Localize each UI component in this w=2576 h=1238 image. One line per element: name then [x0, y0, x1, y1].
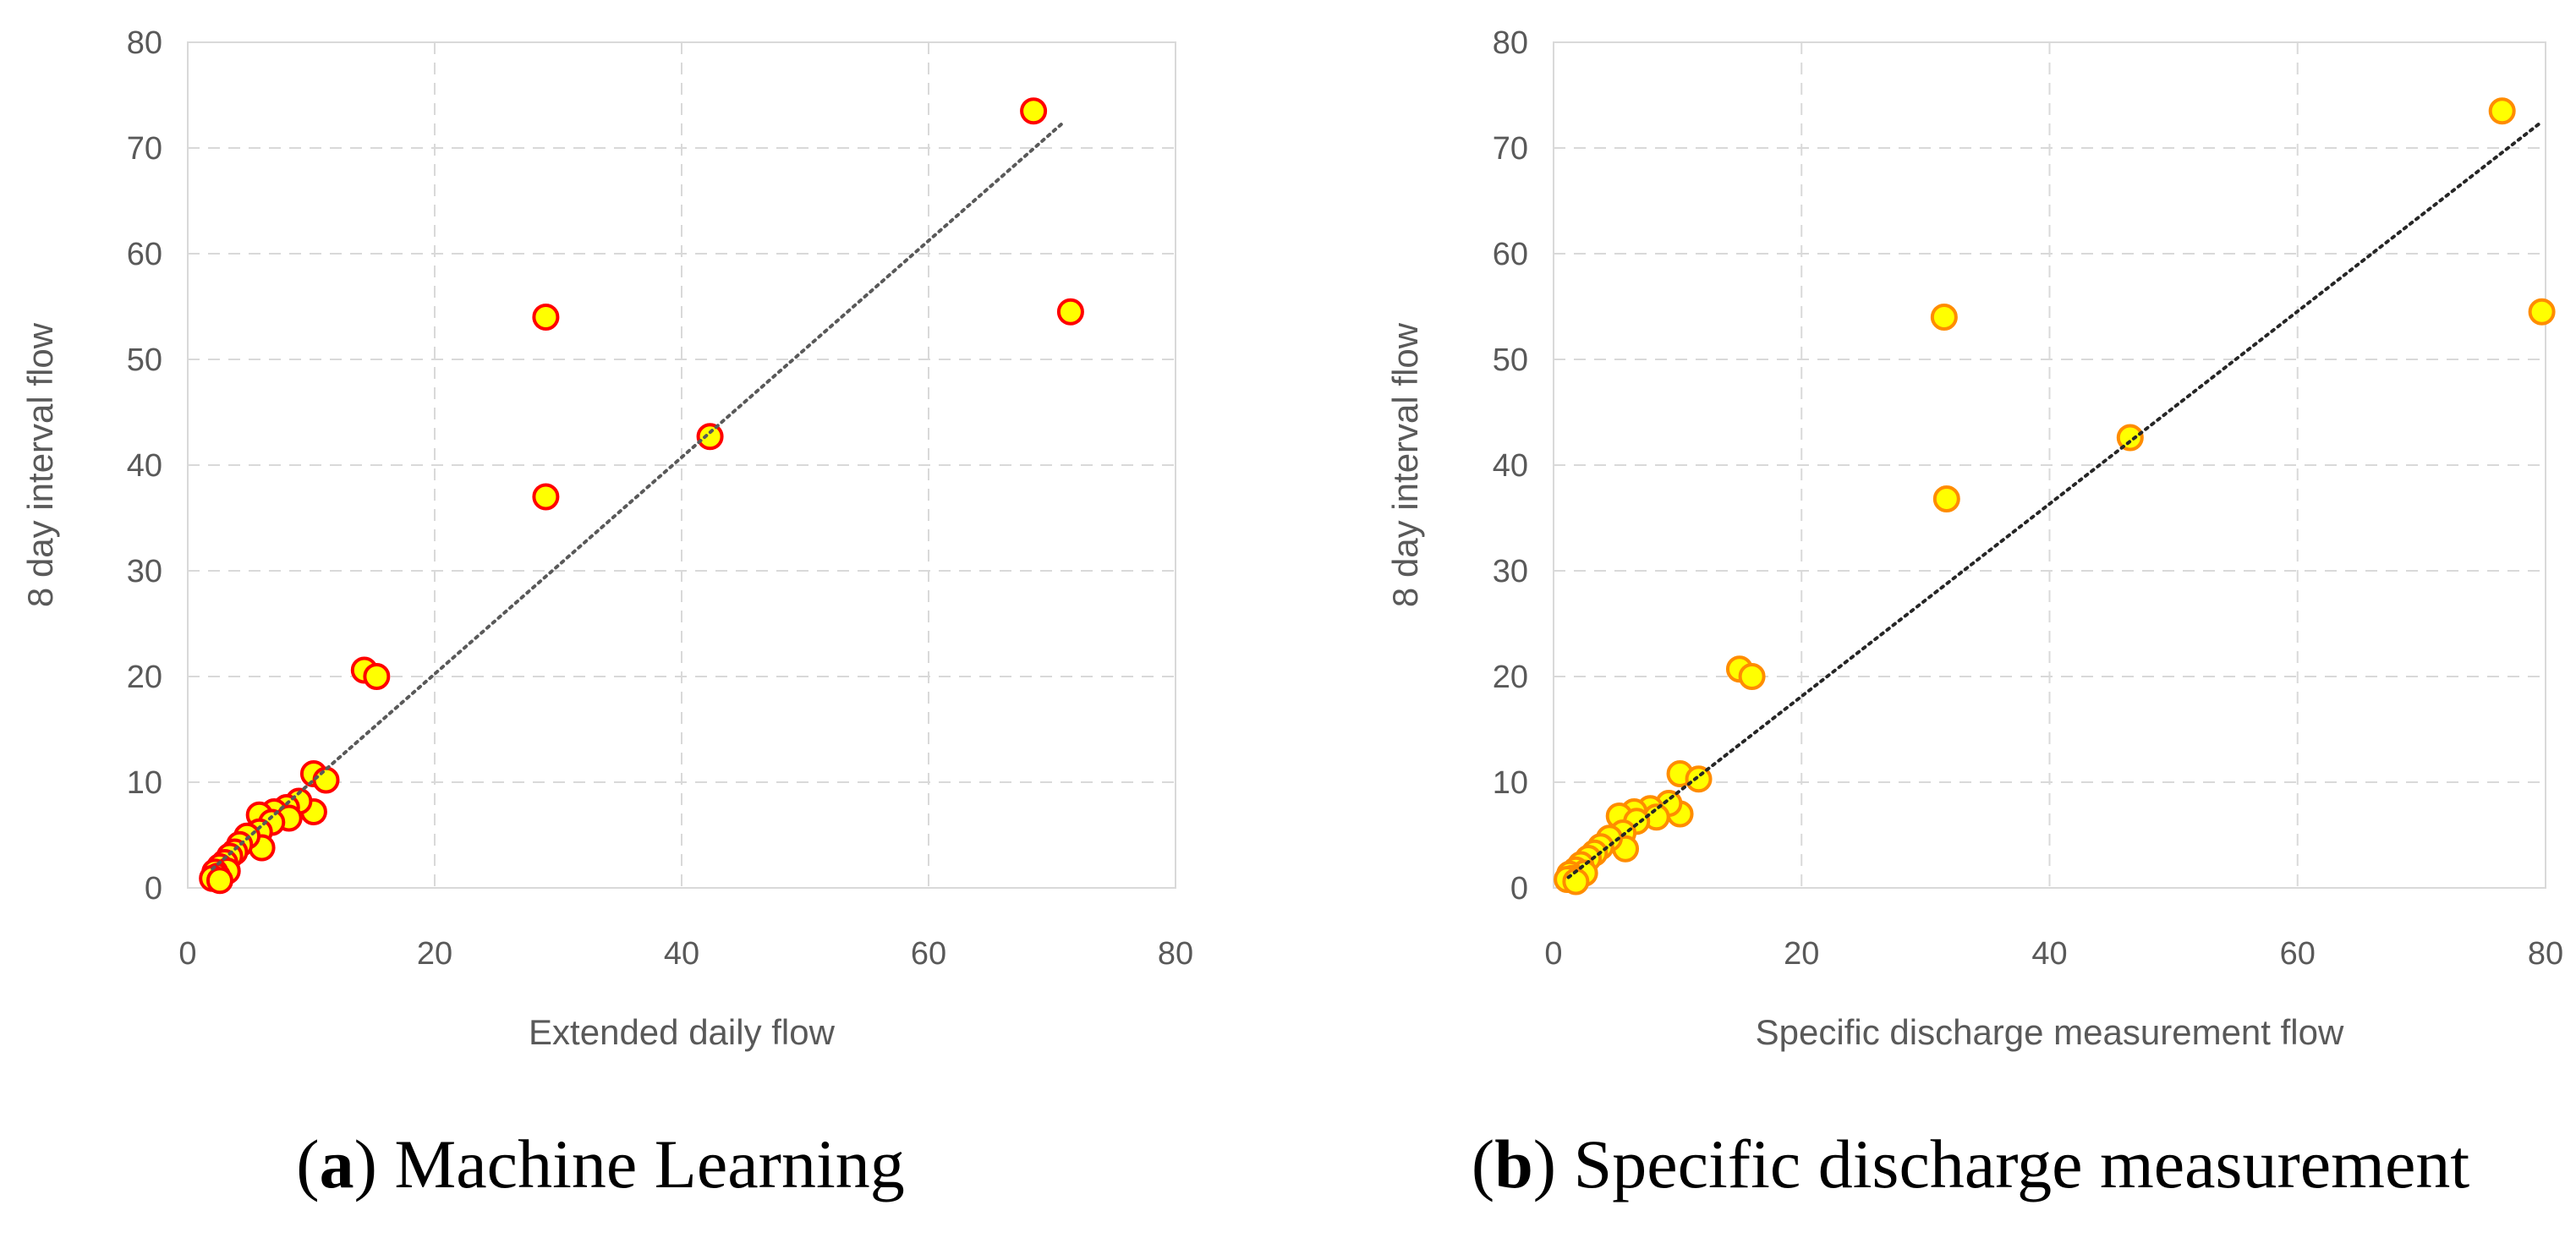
data-point: [696, 423, 724, 451]
plot-frame: [187, 41, 1176, 889]
x-axis-title: Specific discharge measurement flow: [1756, 1012, 2344, 1052]
data-point: [1930, 304, 1958, 331]
data-point: [532, 483, 560, 511]
y-tick-label: 40: [127, 448, 162, 484]
y-tick-label: 60: [1493, 237, 1528, 272]
data-point: [1020, 97, 1048, 125]
scatter-chart-b: 0 10 20 30 40 50 60 70 80 0 20 40 60 80 Specific disch…: [1385, 25, 2563, 1052]
data-point: [2488, 97, 2516, 125]
y-tick-label: 80: [127, 25, 162, 61]
x-tick-label: 20: [1784, 936, 1819, 972]
data-point: [312, 766, 340, 794]
y-tick-label: 20: [1493, 660, 1528, 695]
data-point: [2528, 298, 2556, 326]
x-tick-label: 60: [2280, 936, 2316, 972]
data-point: [1738, 663, 1766, 690]
y-tick-label: 0: [145, 871, 162, 907]
x-tick-label: 80: [2528, 936, 2563, 972]
data-point: [532, 304, 560, 331]
y-tick-label: 50: [1493, 342, 1528, 378]
scatter-chart-a: 0 10 20 30 40 50 60 70 80 0 20 40 60 80 Extended daily…: [20, 25, 1193, 1052]
y-tick-label: 50: [127, 342, 162, 378]
y-tick-label: 40: [1493, 448, 1528, 484]
x-tick-label: 40: [664, 936, 699, 972]
x-axis-title: Extended daily flow: [529, 1012, 836, 1052]
y-axis-title: 8 day interval flow: [1385, 322, 1425, 607]
x-tick-label: 0: [178, 936, 196, 972]
x-tick-label: 0: [1544, 936, 1562, 972]
caption-a: (a) Machine Learning: [296, 1126, 905, 1202]
x-tick-label: 20: [417, 936, 452, 972]
data-point: [1932, 485, 1960, 512]
y-tick-label: 20: [127, 660, 162, 695]
y-tick-label: 60: [127, 237, 162, 272]
data-point: [2116, 424, 2144, 452]
data-point: [1056, 298, 1084, 326]
data-point: [1685, 765, 1713, 793]
caption-b-letter: b: [1494, 1126, 1533, 1202]
plot-frame: [1553, 41, 2546, 889]
y-tick-label: 10: [1493, 765, 1528, 801]
y-axis-title: 8 day interval flow: [20, 322, 60, 607]
caption-a-text: Machine Learning: [376, 1126, 905, 1202]
x-tick-label: 60: [911, 936, 946, 972]
caption-a-letter: a: [319, 1126, 354, 1202]
x-tick-label: 40: [2031, 936, 2067, 972]
caption-b-text: Specific discharge measurement: [1556, 1126, 2470, 1202]
y-tick-label: 0: [1510, 871, 1528, 907]
y-tick-label: 30: [127, 554, 162, 589]
y-tick-label: 30: [1493, 554, 1528, 589]
trendline: [211, 119, 1066, 871]
y-tick-label: 70: [127, 131, 162, 167]
caption-b: (b) Specific discharge measurement: [1471, 1126, 2470, 1202]
data-point: [363, 663, 391, 690]
trendline: [1566, 122, 2541, 879]
x-tick-label: 80: [1158, 936, 1193, 972]
y-tick-label: 70: [1493, 131, 1528, 167]
y-tick-label: 10: [127, 765, 162, 801]
y-tick-label: 80: [1493, 25, 1528, 61]
data-point: [206, 867, 233, 895]
